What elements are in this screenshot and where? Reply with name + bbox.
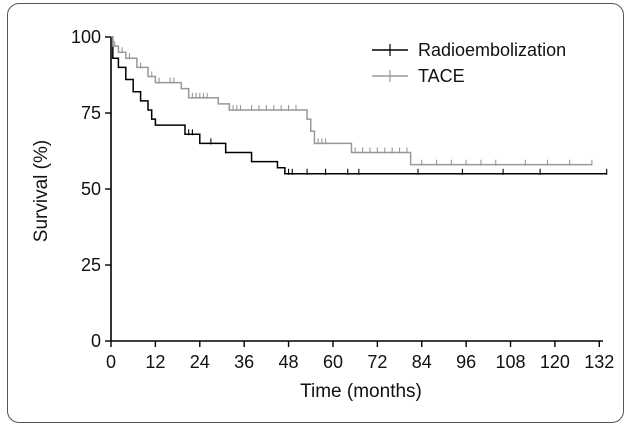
x-tick-label: 84 xyxy=(412,352,432,372)
x-tick-label: 48 xyxy=(279,352,299,372)
x-tick-label: 108 xyxy=(495,352,525,372)
y-tick-label: 0 xyxy=(91,331,101,351)
legend-label-tace: TACE xyxy=(418,66,465,86)
survival-chart: 0 12 24 36 48 60 72 84 96 108 120 132 0 25 50 75 100 Rad… xyxy=(31,27,614,402)
x-tick-label: 72 xyxy=(367,352,387,372)
x-tick-label: 0 xyxy=(106,352,116,372)
x-tick-label: 36 xyxy=(234,352,254,372)
y-tick-label: 25 xyxy=(81,255,101,275)
legend-label-radioembolization: Radioembolization xyxy=(418,40,566,60)
x-tick-label: 120 xyxy=(540,352,570,372)
legend: Radioembolization TACE xyxy=(372,40,566,86)
axes: 0 12 24 36 48 60 72 84 96 108 120 132 0 25 50 75 100 xyxy=(71,27,614,372)
y-tick-label: 75 xyxy=(81,103,101,123)
x-tick-label: 96 xyxy=(456,352,476,372)
x-tick-label: 60 xyxy=(323,352,343,372)
x-tick-label: 12 xyxy=(145,352,165,372)
x-axis-label: Time (months) xyxy=(300,381,422,402)
x-tick-label: 24 xyxy=(190,352,210,372)
y-tick-label: 100 xyxy=(71,27,101,47)
y-tick-label: 50 xyxy=(81,179,101,199)
x-tick-label: 132 xyxy=(584,352,614,372)
series-line-radioembolization xyxy=(111,36,607,175)
series-layer xyxy=(111,36,608,175)
y-axis-label: Survival (%) xyxy=(31,140,52,242)
